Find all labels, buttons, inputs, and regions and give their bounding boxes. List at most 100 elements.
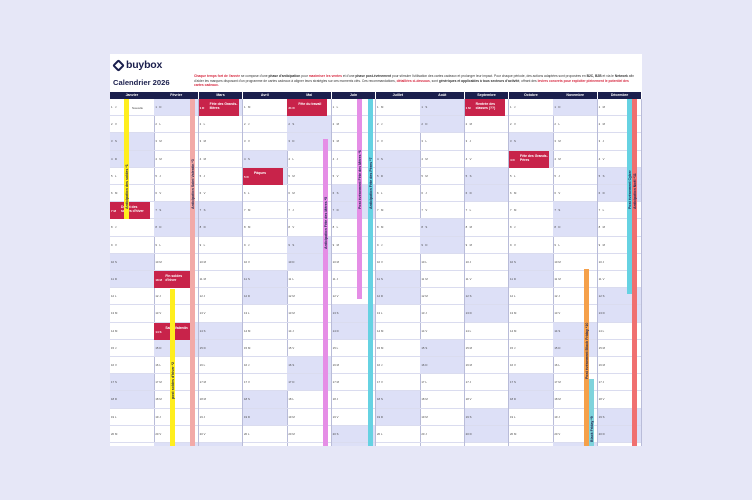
event-2[interactable]: 31 D Fête du travail: [287, 99, 328, 116]
day-cell[interactable]: 13 M: [110, 305, 155, 323]
day-cell[interactable]: 17 D: [287, 374, 332, 392]
day-cell[interactable]: 10 V: [376, 254, 421, 271]
day-cell[interactable]: 10 M: [553, 254, 598, 271]
day-cell[interactable]: 17 M: [154, 374, 199, 392]
day-cell[interactable]: 15 M: [464, 340, 509, 357]
day-cell[interactable]: 16 L: [553, 357, 598, 375]
day-cell[interactable]: 13 L: [376, 305, 421, 323]
day-cell[interactable]: 15 J: [509, 340, 554, 357]
day-cell[interactable]: 17 V: [376, 374, 421, 392]
day-cell[interactable]: 13 V: [154, 305, 199, 323]
day-cell[interactable]: 14 M: [110, 323, 155, 340]
day-cell[interactable]: 15 J: [110, 340, 155, 357]
day-cell[interactable]: 12 S: [464, 288, 509, 306]
day-cell[interactable]: 12 J: [154, 288, 199, 306]
day-cell[interactable]: 13 L: [243, 305, 288, 323]
day-cell[interactable]: 15 V: [287, 340, 332, 357]
day-cell[interactable]: 21M: [243, 443, 287, 446]
day-cell[interactable]: 11 J: [331, 271, 376, 289]
day-cell[interactable]: 18 D: [509, 391, 554, 409]
day-cell[interactable]: 10 L: [420, 254, 465, 271]
day-cell[interactable]: 15 M: [597, 340, 642, 357]
day-cell[interactable]: 10 S: [509, 253, 554, 271]
day-cell[interactable]: 13 M: [509, 305, 554, 323]
day-cell[interactable]: 17 M: [331, 374, 376, 392]
day-cell[interactable]: 11 D: [110, 271, 155, 289]
day-cell[interactable]: 14 J: [287, 323, 332, 340]
day-cell[interactable]: 11 L: [287, 271, 332, 289]
day-cell[interactable]: 21M: [376, 443, 420, 446]
day-cell[interactable]: 16 L: [198, 357, 243, 375]
day-cell[interactable]: 20 M: [509, 426, 554, 443]
day-cell[interactable]: 18 M: [553, 391, 598, 409]
day-cell[interactable]: 14 M: [376, 323, 421, 340]
event-7[interactable]: 1 M Rentrée des classes (??): [464, 99, 505, 116]
day-cell[interactable]: 20 L: [376, 426, 421, 443]
day-cell[interactable]: 15 D: [553, 339, 598, 357]
day-cell[interactable]: 10 D: [287, 253, 332, 271]
day-cell[interactable]: 12 D: [243, 288, 288, 306]
day-cell[interactable]: 14 M: [509, 323, 554, 340]
day-cell[interactable]: 10 M: [198, 254, 243, 271]
day-cell[interactable]: 11 D: [509, 271, 554, 289]
day-cell[interactable]: 19 L: [509, 409, 554, 426]
day-cell[interactable]: 18 S: [376, 391, 421, 409]
day-cell[interactable]: 20 L: [243, 426, 288, 443]
day-cell[interactable]: 16 D: [420, 357, 465, 375]
day-cell[interactable]: 21S: [198, 443, 243, 446]
day-cell[interactable]: 14 D: [331, 322, 376, 340]
day-cell[interactable]: 16 V: [509, 357, 554, 375]
day-cell[interactable]: 14 M: [243, 323, 288, 340]
day-cell[interactable]: 14 L: [597, 323, 642, 340]
day-cell[interactable]: 21D: [331, 443, 376, 446]
